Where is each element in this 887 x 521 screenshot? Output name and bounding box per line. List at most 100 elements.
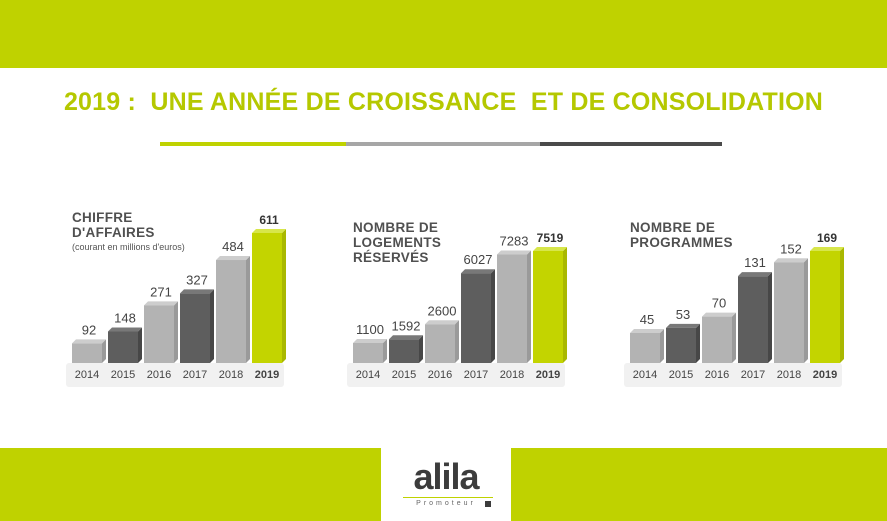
logo-underline — [403, 497, 493, 498]
chart-title-line: D'AFFAIRES — [72, 225, 155, 240]
bar — [252, 233, 282, 363]
bar — [738, 276, 768, 363]
bar-top — [108, 327, 142, 332]
bar-side — [527, 250, 531, 363]
category-label: 2019 — [813, 369, 837, 381]
chart-floor — [66, 363, 284, 387]
bar — [497, 254, 527, 363]
category-label: 2018 — [777, 369, 801, 381]
bar — [353, 343, 383, 363]
category-label: 2018 — [219, 369, 243, 381]
bar-side — [210, 289, 214, 363]
bar — [425, 324, 455, 363]
bar-value-label: 484 — [222, 239, 244, 254]
category-label: 2017 — [183, 369, 207, 381]
category-label: 2019 — [536, 369, 560, 381]
chart-title: NOMBRE DE PROGRAMMES — [630, 220, 733, 250]
bar-top — [810, 247, 844, 251]
bar-value-label: 45 — [640, 312, 654, 327]
bar-side — [419, 335, 423, 363]
chart-title: CHIFFRE D'AFFAIRES — [72, 210, 155, 240]
chart-title-line: RÉSERVÉS — [353, 250, 429, 265]
title-rule-dark — [540, 142, 722, 146]
logo-word: alila — [413, 456, 479, 497]
bar-value-label: 70 — [712, 296, 726, 311]
category-label: 2017 — [464, 369, 488, 381]
bar-side — [383, 339, 387, 363]
bar-top — [461, 269, 495, 274]
bar-value-label: 53 — [676, 307, 690, 322]
bar — [144, 305, 174, 363]
category-label: 2018 — [500, 369, 524, 381]
bar-value-label: 1100 — [356, 322, 384, 337]
bar-value-label: 131 — [744, 255, 766, 270]
chart-chiffre-affaires: CHIFFRE D'AFFAIRES (courant en millions … — [64, 200, 292, 390]
bar-side — [563, 247, 567, 363]
bar — [389, 339, 419, 363]
bar-top — [72, 339, 106, 344]
bar-top — [180, 289, 214, 294]
category-label: 2015 — [111, 369, 135, 381]
chart-title: NOMBRE DE LOGEMENTS RÉSERVÉS — [353, 220, 441, 265]
category-label: 2014 — [356, 369, 380, 381]
bar-value-label: 169 — [817, 231, 837, 245]
bar — [180, 293, 210, 363]
bar — [72, 343, 102, 363]
bar — [666, 327, 696, 363]
title-rule-grey — [346, 142, 540, 146]
bottom-banner-right — [511, 448, 887, 521]
chart-floor — [347, 363, 565, 387]
chart-title-line: NOMBRE DE — [630, 220, 716, 235]
bar-value-label: 2600 — [428, 303, 457, 318]
bar-side — [491, 269, 495, 363]
bar — [810, 251, 840, 363]
bar-side — [696, 323, 700, 363]
bar-top — [630, 329, 664, 333]
bar-side — [732, 312, 736, 363]
chart-title-line: LOGEMENTS — [353, 235, 442, 250]
bar-side — [840, 247, 844, 363]
chart-svg: 45 2014 53 2015 70 2016 131 2017 152 2018 169 2019 — [624, 231, 844, 387]
bar-top — [353, 339, 387, 343]
bar-top — [497, 250, 531, 255]
logo-dot — [485, 501, 491, 507]
bar-value-label: 271 — [150, 284, 172, 299]
chart-svg: 92 2014 148 2015 271 2016 327 2017 484 2018 611 201… — [66, 213, 286, 387]
chart-nombre-programmes: NOMBRE DE PROGRAMMES 45 2014 53 2015 70 2016 1… — [622, 200, 850, 390]
bar-value-label: 7283 — [500, 234, 529, 249]
bar-value-label: 152 — [780, 241, 802, 256]
bar-top — [144, 301, 178, 306]
bar-side — [246, 256, 250, 363]
title-rule-green — [160, 142, 346, 146]
bar-value-label: 1592 — [392, 318, 421, 333]
bar — [702, 316, 732, 363]
bar-side — [138, 327, 142, 363]
category-label: 2016 — [705, 369, 729, 381]
bottom-banner-left — [0, 448, 381, 521]
chart-logements-reserves: NOMBRE DE LOGEMENTS RÉSERVÉS 1100 2014 159… — [345, 200, 573, 390]
chart-title-line: CHIFFRE — [72, 210, 133, 225]
bar — [630, 333, 660, 363]
bar-top — [216, 256, 250, 261]
chart-title-line: PROGRAMMES — [630, 235, 733, 250]
bar-top — [425, 320, 459, 325]
bar-top — [666, 323, 700, 328]
bar-top — [252, 229, 286, 233]
bar-side — [660, 329, 664, 363]
bar — [216, 260, 246, 363]
category-label: 2014 — [75, 369, 99, 381]
bar-side — [174, 301, 178, 363]
bar-side — [282, 229, 286, 363]
chart-subtitle: (courant en millions d'euros) — [72, 242, 185, 252]
bar-value-label: 92 — [82, 322, 96, 337]
category-label: 2016 — [428, 369, 452, 381]
bar-top — [533, 247, 567, 251]
logo-subtitle: Promoteur — [416, 500, 476, 507]
category-label: 2015 — [392, 369, 416, 381]
bar-side — [455, 320, 459, 363]
bar — [533, 251, 563, 363]
bar-top — [738, 272, 772, 277]
logo: alila Promoteur — [381, 448, 511, 521]
bar-side — [804, 258, 808, 363]
bar-top — [774, 258, 808, 263]
